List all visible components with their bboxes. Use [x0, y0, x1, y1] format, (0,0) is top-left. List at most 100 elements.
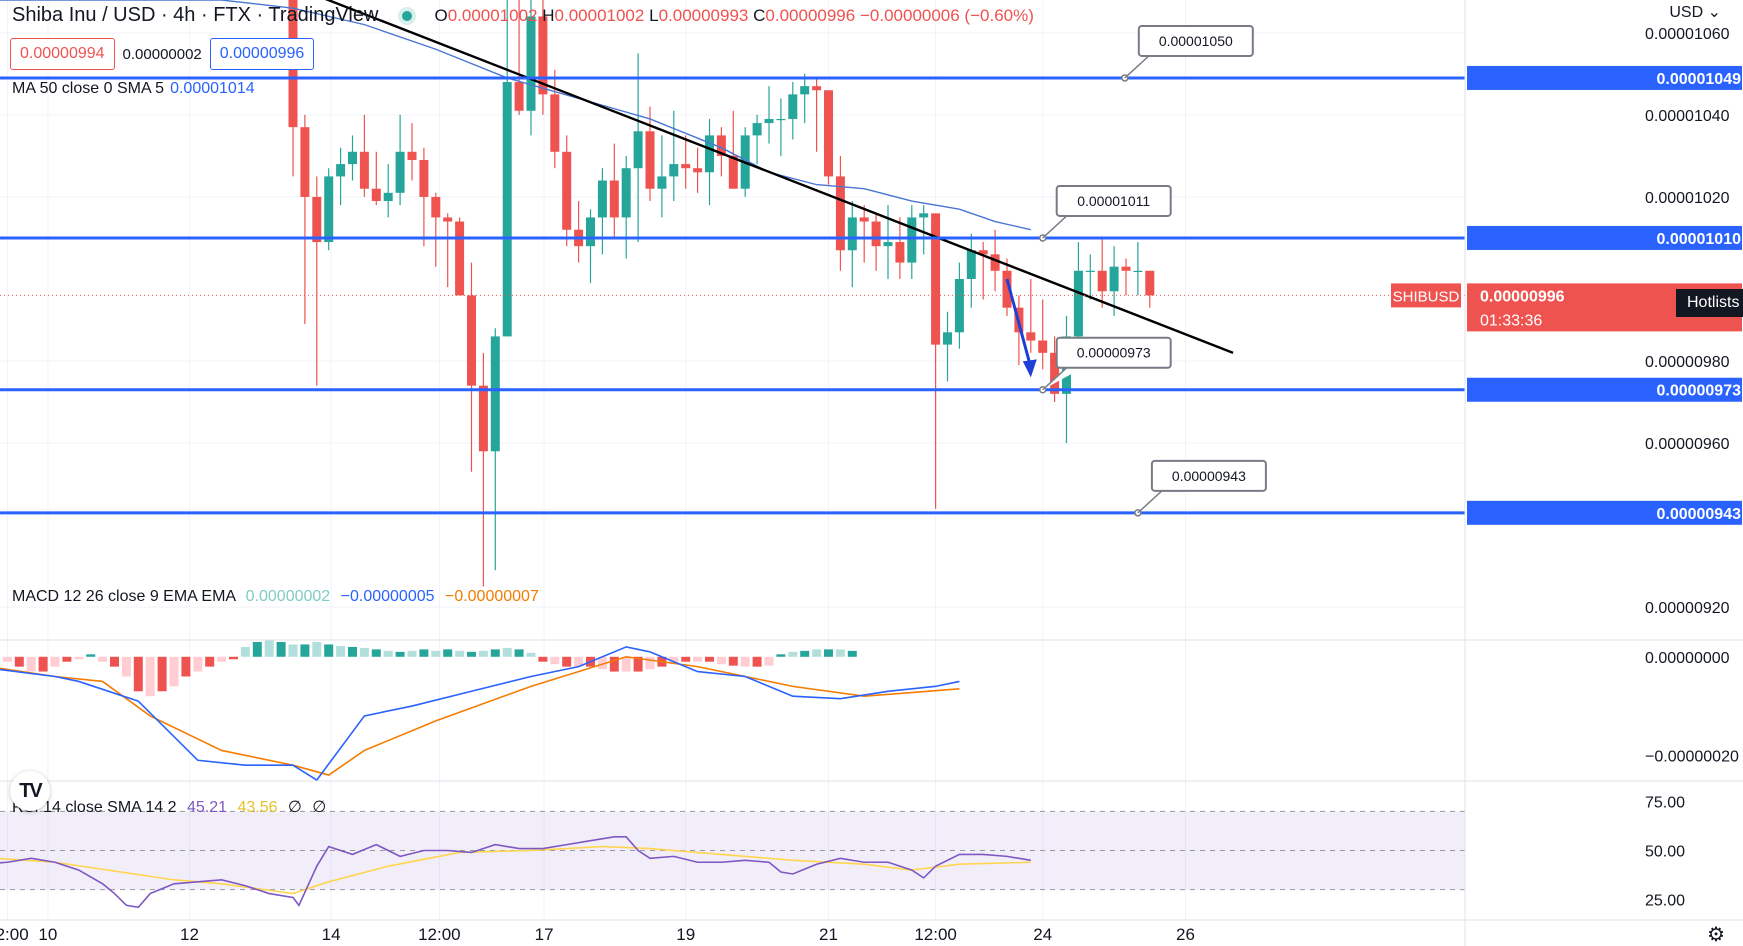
candle — [550, 69, 560, 169]
candle-body — [621, 168, 631, 218]
projection-arrow-line — [1005, 278, 1033, 368]
candle-body — [467, 295, 476, 386]
candle — [919, 205, 929, 255]
candle — [312, 176, 322, 386]
candle — [824, 90, 833, 185]
price-note-text: 0.00001011 — [1077, 193, 1150, 209]
macd-histogram-bar — [157, 656, 167, 692]
macd-histogram-bar — [74, 656, 84, 660]
macd-histogram-bar — [169, 656, 179, 687]
macd-histogram-bar — [514, 649, 524, 657]
macd-histogram-bar — [98, 656, 108, 662]
price-note-box — [1055, 336, 1172, 369]
macd-histogram-bar — [288, 644, 298, 657]
macd-histogram-bar — [324, 644, 334, 657]
y-tick-label: 0.00001040 — [1645, 108, 1730, 125]
candles — [288, 0, 1155, 587]
projection-arrow-head — [1022, 359, 1037, 378]
y-tick-label: 0.00001060 — [1645, 26, 1730, 43]
ohlc-values: O0.00001002 H0.00001002 L0.00000993 C0.0… — [434, 5, 1034, 25]
candle — [443, 213, 453, 288]
gear-icon[interactable]: ⚙ — [1707, 924, 1725, 946]
macd-histogram-bar — [609, 656, 619, 672]
countdown-value: 01:33:36 — [1480, 312, 1542, 329]
macd-histogram-bar — [229, 656, 238, 660]
candle — [812, 77, 822, 152]
candle — [716, 127, 726, 177]
candle-body — [586, 217, 595, 247]
x-tick-label: 17 — [535, 925, 554, 944]
candle-body — [1026, 332, 1036, 341]
price-note: 0.00001011 — [1038, 184, 1172, 242]
rsi-legend[interactable]: RSI 14 close SMA 14 2 45.21 43.56 ∅ ∅ — [12, 799, 327, 816]
candle — [895, 217, 905, 279]
candle-body — [907, 217, 917, 263]
candle-body — [490, 336, 500, 452]
level-price-label-text: 0.00000973 — [1656, 383, 1741, 400]
candle — [502, 0, 512, 337]
candle — [788, 82, 798, 140]
last-price-value: 0.00000996 — [1480, 288, 1565, 305]
overlays: 0.00001050 0.00001011 0.00000973 0.00000943 — [0, 0, 1465, 517]
candle — [693, 147, 703, 193]
macd-pane — [0, 639, 960, 782]
candle-body — [943, 332, 952, 345]
candle — [705, 118, 714, 206]
x-tick-label: 26 — [1176, 925, 1195, 944]
price-note-text: 0.00000973 — [1077, 345, 1151, 361]
macd-histogram-bar — [336, 645, 346, 657]
candle — [847, 201, 857, 288]
candle-body — [716, 135, 726, 156]
macd-histogram-bar — [835, 649, 845, 657]
x-tick-label: 10 — [38, 925, 57, 944]
macd-legend[interactable]: MACD 12 26 close 9 EMA EMA 0.00000002 −0… — [12, 588, 539, 605]
candle — [371, 151, 381, 206]
macd-histogram-bar — [800, 650, 810, 657]
candle-body — [1002, 270, 1012, 308]
candle — [752, 114, 762, 165]
candle-body — [431, 196, 441, 218]
candle-body — [550, 94, 560, 152]
candle — [1038, 299, 1048, 370]
candle — [800, 73, 810, 124]
symbol-title[interactable]: Shiba Inu / USD · 4h · FTX · TradingView — [12, 4, 379, 26]
macd-histogram-bar — [431, 650, 441, 657]
candle-body — [1097, 270, 1107, 292]
candle-body — [824, 90, 833, 177]
y-tick-label: 0.00000980 — [1645, 354, 1730, 371]
candle — [348, 135, 357, 181]
candle-body — [407, 151, 417, 160]
rsi-pane — [0, 810, 1465, 909]
y-tick-label: 0.00000920 — [1645, 600, 1730, 617]
macd-histogram-bar — [824, 649, 833, 657]
candle — [407, 123, 417, 181]
macd-histogram-bar — [359, 647, 369, 657]
market-status-icon — [402, 10, 413, 21]
x-tick-label: 24 — [1033, 925, 1052, 944]
sell-button[interactable]: 0.00000994 — [10, 38, 115, 70]
macd-histogram-bar — [145, 656, 155, 697]
candle — [1133, 242, 1143, 296]
price-note: 0.00001050 — [1121, 24, 1254, 82]
rsi-y-tick-label: 25.00 — [1645, 892, 1685, 909]
candle — [1002, 258, 1012, 316]
candle — [526, 0, 536, 136]
candle-body — [419, 160, 429, 197]
buy-button[interactable]: 0.00000996 — [209, 38, 315, 70]
macd-histogram-bar — [252, 642, 262, 657]
macd-histogram-bar — [276, 642, 286, 657]
currency-selector[interactable]: USD ⌄ — [1669, 4, 1721, 21]
candle-body — [1121, 266, 1131, 271]
tradingview-logo-icon[interactable]: TV — [10, 771, 50, 811]
candle — [978, 242, 988, 300]
macd-histogram-bar — [14, 656, 24, 667]
macd-histogram-bar — [752, 656, 762, 667]
hotlists-button[interactable]: Hotlists — [1676, 289, 1743, 317]
candle-body — [681, 164, 691, 169]
candle — [395, 114, 405, 206]
level-price-label: 0.00000943 — [1467, 500, 1742, 525]
macd-histogram-bar — [193, 656, 203, 672]
ma-legend[interactable]: MA 50 close 0 SMA 5 0.00001014 — [12, 80, 255, 97]
price-note-pointer — [1042, 215, 1083, 239]
